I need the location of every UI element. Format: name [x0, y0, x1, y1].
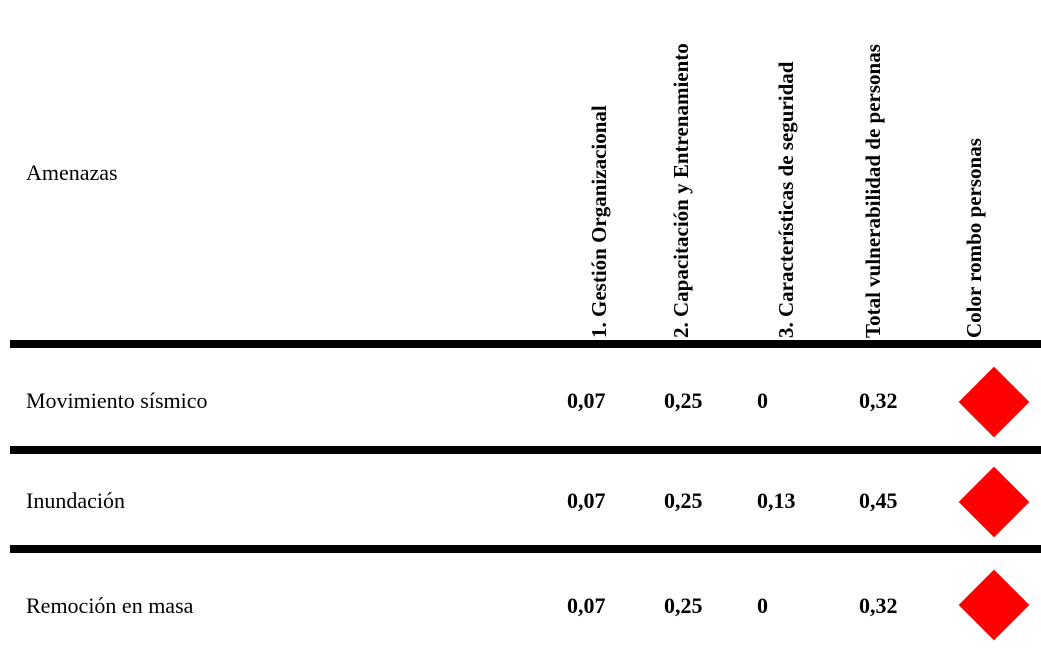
- seguridad-value: 0: [757, 593, 768, 618]
- row-divider: [10, 446, 1041, 454]
- capacitacion-value: 0,25: [664, 593, 703, 618]
- threat-label: Inundación: [26, 488, 125, 513]
- column-header-capacitacion-entrenamiento: 2. Capacitación y Entrenamiento: [669, 43, 693, 338]
- column-header-caracteristicas-seguridad: 3. Características de seguridad: [774, 61, 798, 338]
- capacitacion-value: 0,25: [664, 388, 703, 413]
- column-header-color-rombo: Color rombo personas: [962, 138, 986, 338]
- threat-label: Remoción en masa: [26, 593, 194, 618]
- column-header-gestion-organizacional: 1. Gestión Organizacional: [587, 105, 611, 338]
- gestion-value: 0,07: [567, 593, 606, 618]
- threats-column-header: Amenazas: [26, 160, 118, 185]
- total-value: 0,45: [859, 488, 898, 513]
- seguridad-value: 0,13: [757, 488, 796, 513]
- color-diamond: [958, 366, 1030, 438]
- total-value: 0,32: [859, 388, 898, 413]
- color-diamond: [958, 569, 1030, 641]
- header-divider: [10, 340, 1041, 348]
- color-diamond: [958, 466, 1030, 538]
- gestion-value: 0,07: [567, 388, 606, 413]
- row-divider: [10, 545, 1041, 553]
- threat-label: Movimiento sísmico: [26, 388, 208, 413]
- gestion-value: 0,07: [567, 488, 606, 513]
- column-header-total-vulnerabilidad: Total vulnerabilidad de personas: [861, 44, 885, 338]
- capacitacion-value: 0,25: [664, 488, 703, 513]
- total-value: 0,32: [859, 593, 898, 618]
- seguridad-value: 0: [757, 388, 768, 413]
